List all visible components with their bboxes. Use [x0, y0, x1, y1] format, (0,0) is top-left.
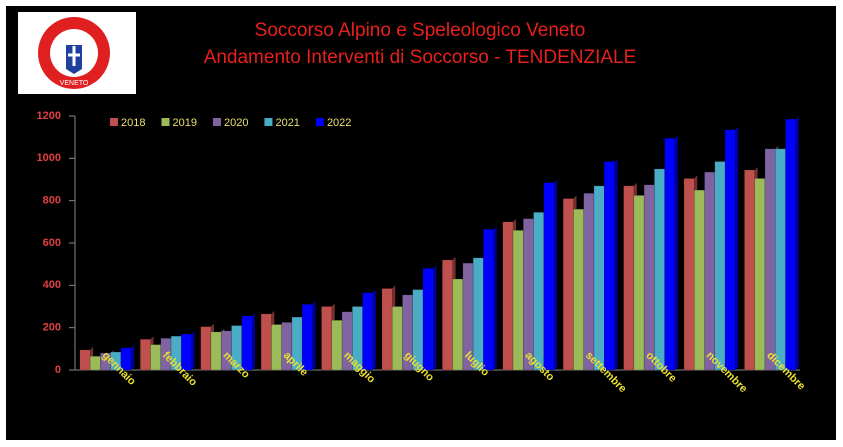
bar [623, 185, 635, 371]
bar [391, 306, 403, 371]
bar [260, 313, 272, 371]
bar [150, 344, 162, 371]
bar [140, 339, 151, 371]
bar [633, 195, 645, 371]
bar-side [433, 265, 437, 370]
bar [512, 230, 524, 371]
bar [683, 178, 695, 371]
logo: VENETO [18, 12, 136, 94]
y-tick-label: 800 [43, 195, 61, 207]
legend-label: 2022 [327, 117, 351, 129]
bar [583, 193, 595, 371]
legend-swatch [212, 118, 221, 126]
bar [220, 330, 232, 371]
bar [422, 268, 434, 371]
legend-label: 2021 [275, 117, 299, 129]
bar [714, 161, 726, 371]
bar [604, 161, 615, 371]
bar [483, 228, 494, 371]
legend-swatch [264, 118, 273, 126]
bar [664, 137, 676, 371]
bar [331, 320, 343, 371]
y-tick-label: 1000 [37, 152, 61, 164]
bar [533, 212, 545, 371]
bar [764, 148, 776, 371]
bar [442, 259, 453, 371]
bar [210, 331, 222, 371]
legend-label: 2018 [121, 117, 145, 129]
y-tick-label: 1200 [37, 110, 61, 122]
bar [502, 221, 514, 371]
bar-side [372, 289, 376, 370]
bar [452, 278, 464, 371]
chart-subtitle: Andamento Interventi di Soccorso - TENDE… [204, 47, 637, 68]
bar [654, 168, 665, 371]
y-tick-label: 200 [43, 322, 61, 334]
bar [200, 326, 212, 371]
bar [362, 292, 374, 371]
bar [241, 315, 253, 371]
bar [704, 171, 716, 371]
bar-side [191, 331, 195, 370]
logo-text: VENETO [60, 80, 89, 87]
bar [744, 169, 755, 371]
bar [543, 182, 555, 371]
legend-swatch [110, 118, 118, 126]
bar [562, 198, 574, 371]
chart-title: Soccorso Alpino e Speleologico Veneto [255, 20, 586, 41]
bar-side [795, 116, 799, 370]
bar [301, 304, 313, 371]
bar [321, 306, 333, 371]
bar [694, 189, 705, 371]
bar-side [493, 226, 497, 370]
bar [785, 118, 797, 371]
bar-side [735, 126, 739, 370]
bar-side [131, 344, 135, 370]
bar [181, 333, 192, 371]
bar-side [312, 301, 316, 370]
bar [593, 185, 605, 371]
bar [573, 208, 584, 371]
legend-swatch [315, 118, 324, 126]
bar [523, 218, 534, 371]
bar [643, 184, 655, 371]
bar-side [674, 135, 678, 370]
bar [271, 324, 282, 371]
legend-label: 2020 [224, 117, 248, 129]
legend-swatch [161, 118, 170, 126]
bar-side [252, 313, 256, 370]
bar-side [554, 179, 558, 370]
bar [724, 129, 736, 371]
bar [89, 355, 101, 371]
bar [774, 148, 786, 371]
y-tick-label: 600 [43, 237, 61, 249]
bar [381, 288, 393, 371]
bar [754, 178, 766, 371]
bar-side [614, 158, 618, 370]
bar [79, 349, 91, 371]
y-tick-label: 400 [43, 279, 61, 291]
y-tick-label: 0 [55, 364, 61, 376]
legend-label: 2019 [172, 117, 196, 129]
